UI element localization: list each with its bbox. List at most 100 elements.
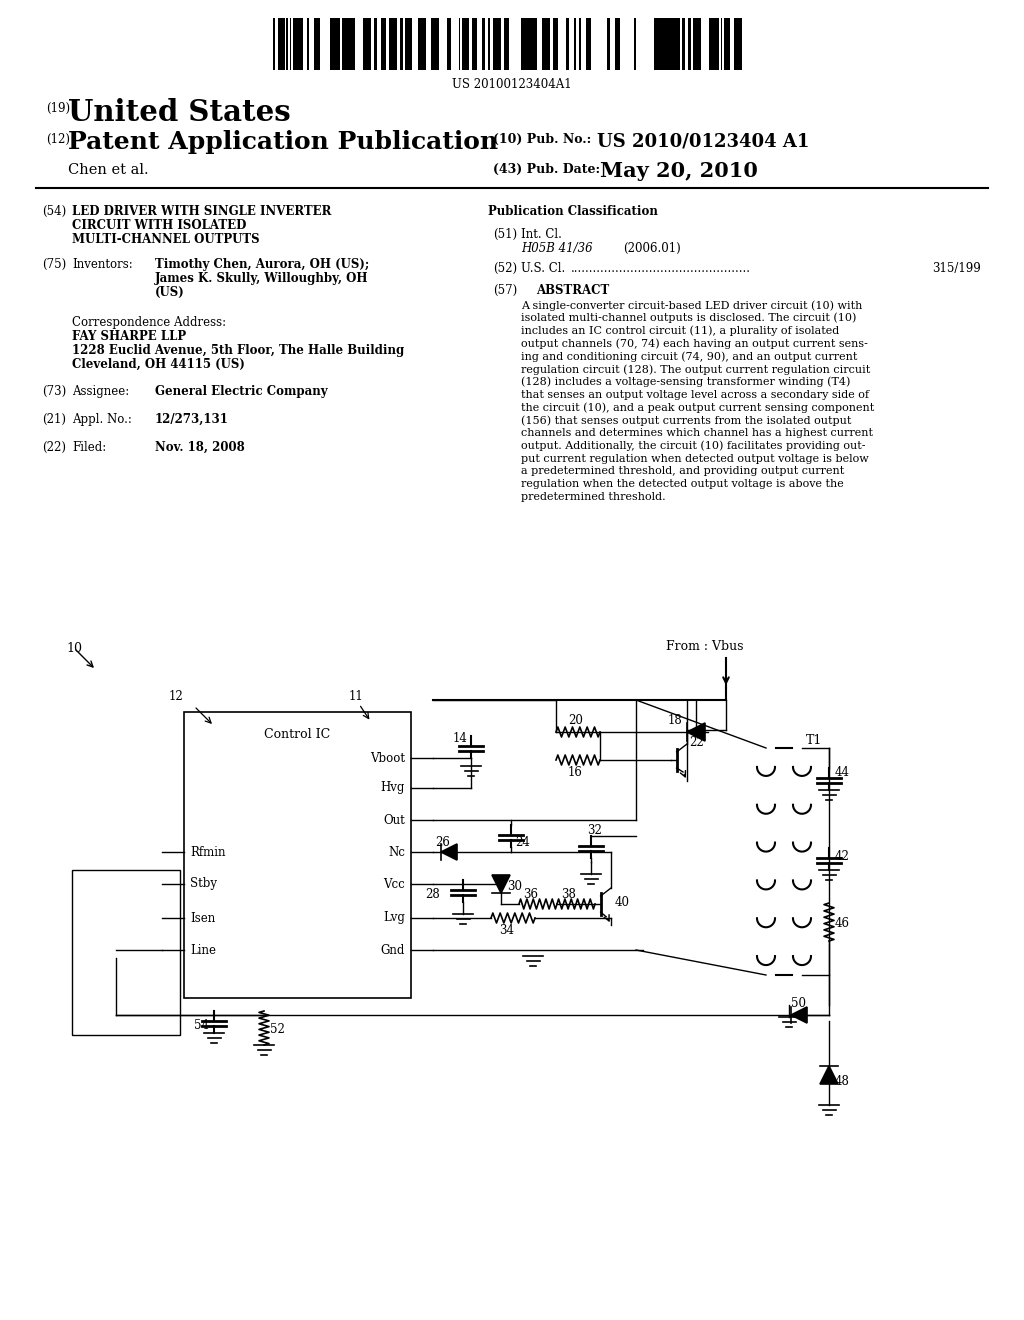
Text: ................................................: ........................................… xyxy=(571,261,751,275)
Text: (22): (22) xyxy=(42,441,66,454)
Polygon shape xyxy=(687,723,705,741)
Text: the circuit (10), and a peak output current sensing component: the circuit (10), and a peak output curr… xyxy=(521,403,874,413)
Text: 44: 44 xyxy=(835,766,850,779)
Text: Hvg: Hvg xyxy=(381,781,406,795)
Text: Timothy Chen, Aurora, OH (US);: Timothy Chen, Aurora, OH (US); xyxy=(155,257,370,271)
Text: (10) Pub. No.:: (10) Pub. No.: xyxy=(493,133,591,147)
Text: isolated multi-channel outputs is disclosed. The circuit (10): isolated multi-channel outputs is disclo… xyxy=(521,313,856,323)
Text: Cleveland, OH 44115 (US): Cleveland, OH 44115 (US) xyxy=(72,358,245,371)
Text: Nc: Nc xyxy=(388,846,406,858)
Text: 18: 18 xyxy=(668,714,683,727)
Text: that senses an output voltage level across a secondary side of: that senses an output voltage level acro… xyxy=(521,389,869,400)
Text: 22: 22 xyxy=(689,737,703,748)
Text: put current regulation when detected output voltage is below: put current regulation when detected out… xyxy=(521,454,868,463)
Text: H05B 41/36: H05B 41/36 xyxy=(521,242,593,255)
Text: 20: 20 xyxy=(568,714,583,727)
Text: 10: 10 xyxy=(66,642,82,655)
Text: 30: 30 xyxy=(507,880,522,894)
Text: 42: 42 xyxy=(835,850,850,863)
Text: 32: 32 xyxy=(587,824,602,837)
Text: FAY SHARPE LLP: FAY SHARPE LLP xyxy=(72,330,186,343)
Text: 16: 16 xyxy=(568,766,583,779)
Text: 26: 26 xyxy=(435,836,450,849)
Text: 54: 54 xyxy=(194,1019,209,1032)
Text: Publication Classification: Publication Classification xyxy=(488,205,658,218)
Text: Assignee:: Assignee: xyxy=(72,385,129,399)
Text: (12): (12) xyxy=(46,133,70,147)
Text: United States: United States xyxy=(68,98,291,127)
Polygon shape xyxy=(791,1007,807,1023)
Text: May 20, 2010: May 20, 2010 xyxy=(600,161,758,181)
Bar xyxy=(184,711,411,998)
Text: (73): (73) xyxy=(42,385,67,399)
Text: U.S. Cl.: U.S. Cl. xyxy=(521,261,565,275)
Text: Out: Out xyxy=(383,813,406,826)
Text: (75): (75) xyxy=(42,257,67,271)
Text: General Electric Company: General Electric Company xyxy=(155,385,328,399)
Text: (57): (57) xyxy=(493,284,517,297)
Text: 34: 34 xyxy=(499,924,514,937)
Text: Gnd: Gnd xyxy=(381,944,406,957)
Text: (21): (21) xyxy=(42,413,66,426)
Text: Patent Application Publication: Patent Application Publication xyxy=(68,129,498,154)
Text: Vcc: Vcc xyxy=(383,878,406,891)
Text: 1228 Euclid Avenue, 5th Floor, The Halle Building: 1228 Euclid Avenue, 5th Floor, The Halle… xyxy=(72,345,404,356)
Polygon shape xyxy=(820,1067,838,1084)
Text: Isen: Isen xyxy=(190,912,215,924)
Text: 50: 50 xyxy=(791,997,806,1010)
Text: Chen et al.: Chen et al. xyxy=(68,162,148,177)
Text: output channels (70, 74) each having an output current sens-: output channels (70, 74) each having an … xyxy=(521,338,868,348)
Text: US 20100123404A1: US 20100123404A1 xyxy=(453,78,571,91)
Text: 12: 12 xyxy=(169,690,183,704)
Text: Lvg: Lvg xyxy=(383,912,406,924)
Text: Rfmin: Rfmin xyxy=(190,846,225,858)
Text: T1: T1 xyxy=(806,734,822,747)
Text: (51): (51) xyxy=(493,228,517,242)
Text: Vboot: Vboot xyxy=(370,751,406,764)
Text: Filed:: Filed: xyxy=(72,441,106,454)
Text: Int. Cl.: Int. Cl. xyxy=(521,228,562,242)
Text: (54): (54) xyxy=(42,205,67,218)
Text: Control IC: Control IC xyxy=(264,729,331,741)
Text: (128) includes a voltage-sensing transformer winding (T4): (128) includes a voltage-sensing transfo… xyxy=(521,376,850,387)
Text: 38: 38 xyxy=(561,888,575,902)
Text: 48: 48 xyxy=(835,1074,850,1088)
Text: A single-converter circuit-based LED driver circuit (10) with: A single-converter circuit-based LED dri… xyxy=(521,300,862,310)
Text: US 2010/0123404 A1: US 2010/0123404 A1 xyxy=(597,132,809,150)
Text: LED DRIVER WITH SINGLE INVERTER: LED DRIVER WITH SINGLE INVERTER xyxy=(72,205,332,218)
Text: Appl. No.:: Appl. No.: xyxy=(72,413,132,426)
Text: (156) that senses output currents from the isolated output: (156) that senses output currents from t… xyxy=(521,416,851,426)
Text: (19): (19) xyxy=(46,102,70,115)
Text: MULTI-CHANNEL OUTPUTS: MULTI-CHANNEL OUTPUTS xyxy=(72,234,260,246)
Text: 14: 14 xyxy=(453,733,468,744)
Text: From : Vbus: From : Vbus xyxy=(666,640,743,653)
Text: 40: 40 xyxy=(615,896,630,909)
Text: channels and determines which channel has a highest current: channels and determines which channel ha… xyxy=(521,428,873,438)
Text: Stby: Stby xyxy=(190,878,217,891)
Text: CIRCUIT WITH ISOLATED: CIRCUIT WITH ISOLATED xyxy=(72,219,247,232)
Text: ing and conditioning circuit (74, 90), and an output current: ing and conditioning circuit (74, 90), a… xyxy=(521,351,857,362)
Text: predetermined threshold.: predetermined threshold. xyxy=(521,492,666,502)
Text: 315/199: 315/199 xyxy=(932,261,981,275)
Text: Inventors:: Inventors: xyxy=(72,257,133,271)
Text: regulation circuit (128). The output current regulation circuit: regulation circuit (128). The output cur… xyxy=(521,364,870,375)
Text: James K. Skully, Willoughby, OH: James K. Skully, Willoughby, OH xyxy=(155,272,369,285)
Text: (52): (52) xyxy=(493,261,517,275)
Text: 36: 36 xyxy=(523,888,538,902)
Text: includes an IC control circuit (11), a plurality of isolated: includes an IC control circuit (11), a p… xyxy=(521,326,840,337)
Text: regulation when the detected output voltage is above the: regulation when the detected output volt… xyxy=(521,479,844,490)
Text: Correspondence Address:: Correspondence Address: xyxy=(72,315,226,329)
Text: 46: 46 xyxy=(835,917,850,931)
Text: (43) Pub. Date:: (43) Pub. Date: xyxy=(493,162,600,176)
Text: 11: 11 xyxy=(349,690,364,704)
Polygon shape xyxy=(441,843,457,861)
Text: ABSTRACT: ABSTRACT xyxy=(537,284,609,297)
Text: Line: Line xyxy=(190,944,216,957)
Polygon shape xyxy=(492,875,510,894)
Text: output. Additionally, the circuit (10) facilitates providing out-: output. Additionally, the circuit (10) f… xyxy=(521,441,865,451)
Text: 24: 24 xyxy=(515,836,529,849)
Text: (2006.01): (2006.01) xyxy=(623,242,681,255)
Text: (US): (US) xyxy=(155,286,184,300)
Text: 12/273,131: 12/273,131 xyxy=(155,413,229,426)
Text: a predetermined threshold, and providing output current: a predetermined threshold, and providing… xyxy=(521,466,844,477)
